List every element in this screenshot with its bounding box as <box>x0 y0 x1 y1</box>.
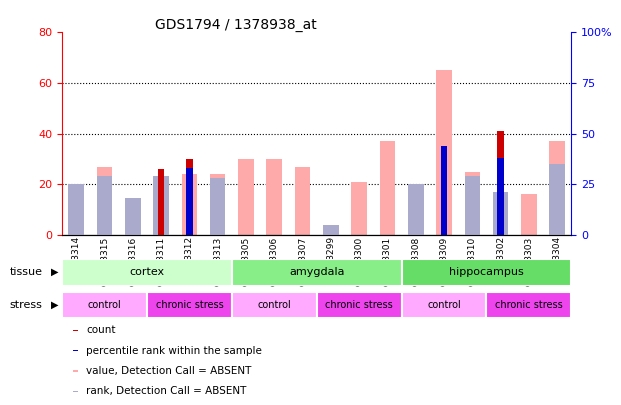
Bar <box>153 176 169 235</box>
Bar <box>402 259 571 286</box>
Text: rank, Detection Call = ABSENT: rank, Detection Call = ABSENT <box>86 386 247 396</box>
Bar <box>408 184 424 235</box>
Bar <box>441 146 447 235</box>
Text: tissue: tissue <box>9 267 42 277</box>
Text: chronic stress: chronic stress <box>325 300 393 310</box>
Text: control: control <box>427 300 461 310</box>
Bar <box>73 350 78 352</box>
Bar <box>62 259 232 286</box>
Bar <box>550 141 565 235</box>
Bar <box>317 292 402 318</box>
Bar <box>232 292 317 318</box>
Bar <box>486 292 571 318</box>
Text: control: control <box>257 300 291 310</box>
Bar <box>323 225 338 235</box>
Bar <box>238 159 254 235</box>
Bar <box>521 194 537 235</box>
Text: GDS1794 / 1378938_at: GDS1794 / 1378938_at <box>155 18 317 32</box>
Text: cortex: cortex <box>129 267 165 277</box>
Bar <box>465 172 480 235</box>
Bar <box>73 330 78 331</box>
Text: percentile rank within the sample: percentile rank within the sample <box>86 346 262 356</box>
Bar <box>73 370 78 372</box>
Bar <box>158 169 164 235</box>
Bar <box>68 184 84 235</box>
Bar <box>295 166 310 235</box>
Bar <box>147 292 232 318</box>
Bar <box>125 202 140 235</box>
Bar <box>497 158 504 235</box>
Text: ▶: ▶ <box>51 267 58 277</box>
Bar <box>351 182 367 235</box>
Bar <box>402 292 486 318</box>
Text: ▶: ▶ <box>51 300 58 309</box>
Bar <box>550 164 565 235</box>
Text: count: count <box>86 326 116 335</box>
Bar <box>97 166 112 235</box>
Text: control: control <box>88 300 122 310</box>
Text: value, Detection Call = ABSENT: value, Detection Call = ABSENT <box>86 366 252 376</box>
Bar <box>465 176 480 235</box>
Bar <box>210 178 225 235</box>
Bar <box>210 174 225 235</box>
Bar <box>186 159 193 235</box>
Text: amygdala: amygdala <box>289 267 345 277</box>
Bar <box>379 141 395 235</box>
Bar <box>497 131 504 235</box>
Text: stress: stress <box>9 300 42 309</box>
Bar <box>97 176 112 235</box>
Text: chronic stress: chronic stress <box>495 300 563 310</box>
Bar <box>68 184 84 235</box>
Bar <box>266 159 282 235</box>
Bar <box>186 168 193 235</box>
Bar <box>232 259 402 286</box>
Text: hippocampus: hippocampus <box>449 267 524 277</box>
Bar <box>62 292 147 318</box>
Bar <box>493 192 509 235</box>
Bar <box>181 174 197 235</box>
Bar <box>125 198 140 235</box>
Bar <box>73 390 78 392</box>
Text: chronic stress: chronic stress <box>155 300 224 310</box>
Bar <box>436 70 452 235</box>
